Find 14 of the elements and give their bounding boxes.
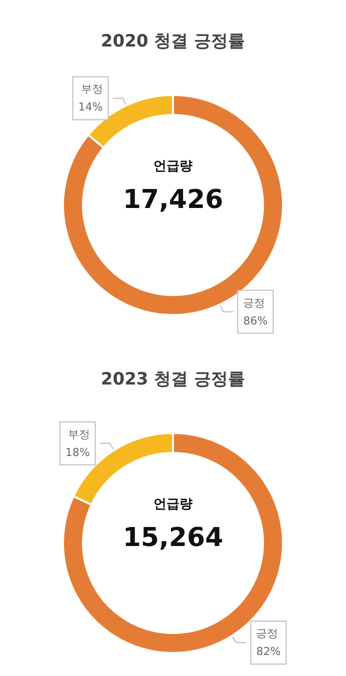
data-label: 82% [256, 645, 281, 658]
text: 언급량 [154, 497, 192, 512]
text: 17,426 [122, 185, 224, 215]
chart-title: 2020 청결 긍정률 [100, 32, 246, 52]
slice-label: 긍정 [243, 296, 266, 310]
chart-title: 2023 청결 긍정률 [100, 370, 246, 390]
text: 언급량 [154, 159, 192, 174]
text: 15,264 [122, 523, 224, 553]
slice-label: 부정 [80, 82, 103, 96]
data-label: 14% [78, 100, 103, 114]
slice-label: 부정 [68, 428, 90, 441]
slice-label: 긍정 [256, 627, 278, 640]
data-label: 86% [243, 314, 268, 328]
data-label: 18% [65, 446, 90, 459]
